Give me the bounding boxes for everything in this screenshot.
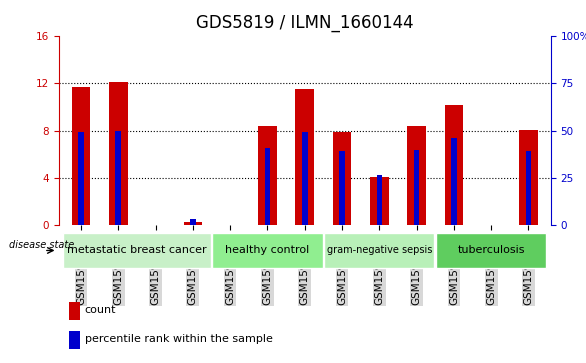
Bar — [407, 126, 426, 225]
Title: GDS5819 / ILMN_1660144: GDS5819 / ILMN_1660144 — [196, 14, 414, 32]
Bar — [324, 233, 434, 268]
Text: healthy control: healthy control — [225, 245, 309, 256]
Bar — [451, 138, 456, 225]
Bar — [519, 130, 538, 225]
Bar — [302, 132, 308, 225]
Text: count: count — [85, 305, 116, 315]
Bar — [436, 233, 546, 268]
Text: disease state: disease state — [9, 240, 74, 250]
Bar — [339, 151, 345, 225]
Bar — [445, 105, 463, 225]
Bar — [258, 126, 277, 225]
Bar — [190, 219, 196, 225]
Text: percentile rank within the sample: percentile rank within the sample — [85, 334, 272, 344]
Bar — [69, 302, 80, 320]
Text: tuberculosis: tuberculosis — [458, 245, 525, 256]
Bar — [71, 87, 90, 225]
Text: gram-negative sepsis: gram-negative sepsis — [326, 245, 432, 256]
Bar — [109, 82, 128, 225]
Bar — [414, 150, 420, 225]
Bar — [526, 151, 532, 225]
Bar — [376, 175, 382, 225]
Bar — [63, 233, 211, 268]
Bar — [295, 89, 314, 225]
Text: metastatic breast cancer: metastatic breast cancer — [67, 245, 207, 256]
Bar — [212, 233, 323, 268]
Bar — [115, 131, 121, 225]
Bar — [370, 177, 389, 225]
Bar — [333, 132, 352, 225]
Bar — [69, 331, 80, 349]
Bar — [265, 148, 270, 225]
Bar — [78, 132, 84, 225]
Bar — [183, 221, 202, 225]
